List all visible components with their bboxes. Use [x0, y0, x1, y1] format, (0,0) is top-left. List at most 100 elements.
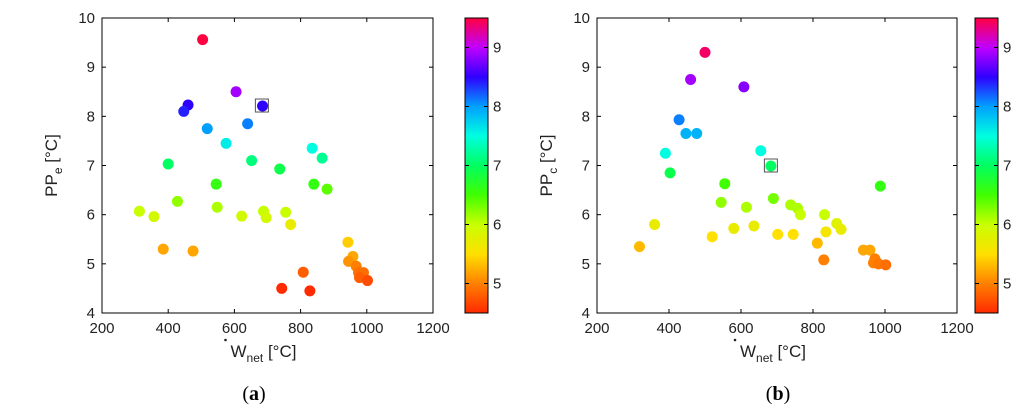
data-point	[274, 163, 286, 175]
x-tick-label: 1000	[350, 320, 383, 337]
y-tick-label: 5	[87, 256, 95, 273]
panel-caption: (b)	[766, 383, 790, 405]
y-tick-label: 8	[582, 108, 590, 125]
data-point	[880, 259, 892, 271]
x-tick-label: 1000	[868, 320, 901, 337]
data-point	[633, 241, 645, 253]
data-point	[148, 211, 160, 223]
x-axis-label: Wnet [°C]	[740, 342, 806, 365]
colorbar-tick-label: 5	[1003, 276, 1011, 293]
data-point	[133, 205, 145, 217]
data-point	[304, 285, 316, 297]
colorbar-tick-label: 7	[493, 158, 501, 175]
y-tick-label: 4	[87, 305, 95, 322]
x-tick-label: 800	[288, 320, 313, 337]
x-tick-label: 1200	[940, 320, 973, 337]
x-axis-label: Wnet [°C]	[231, 342, 297, 365]
y-tick-label: 9	[87, 59, 95, 76]
data-point	[864, 244, 876, 256]
data-point	[874, 180, 886, 192]
data-point	[699, 46, 711, 58]
data-point	[220, 137, 232, 149]
data-point	[187, 245, 199, 257]
data-point	[649, 219, 661, 230]
data-point	[197, 34, 209, 46]
data-point	[820, 226, 832, 238]
colorbar-tick-label: 8	[1003, 99, 1011, 116]
data-point	[685, 73, 697, 85]
colorbar-tick-label: 9	[493, 40, 501, 57]
data-point	[819, 209, 831, 221]
y-tick-label: 10	[78, 10, 95, 27]
scatter-panel-a: 200 400 600 800 1000 1200 4 5 6 7 8 9 10 Wnet [°C] PPe…	[42, 10, 450, 365]
y-tick-label: 6	[582, 207, 590, 224]
x-tick-label: 400	[656, 320, 681, 337]
data-point	[755, 145, 767, 157]
data-point	[361, 275, 373, 287]
data-point	[728, 222, 740, 234]
data-point	[811, 237, 823, 249]
data-point	[715, 196, 727, 208]
colorbar-tick-label: 6	[1003, 217, 1011, 234]
data-point	[297, 266, 309, 278]
x-tick-label: 1200	[416, 320, 449, 337]
colorbar-tick-label: 6	[493, 217, 501, 234]
data-point	[246, 155, 258, 167]
data-point	[276, 282, 288, 294]
data-point	[664, 167, 676, 179]
data-point	[316, 152, 328, 164]
x-tick-label: 400	[156, 320, 181, 337]
data-point	[171, 195, 183, 207]
highlight-marker	[254, 98, 269, 113]
colorbar-tick-label: 7	[1003, 158, 1011, 175]
x-tick-label: 600	[728, 320, 753, 337]
highlight-marker	[763, 158, 778, 173]
overdot	[733, 338, 737, 342]
data-point	[673, 114, 685, 126]
data-point	[772, 228, 784, 240]
x-tick-label: 800	[800, 320, 825, 337]
data-point	[719, 178, 731, 190]
overdot	[224, 338, 227, 342]
data-point	[242, 118, 254, 130]
data-point	[157, 243, 169, 255]
y-axis-label: PPc [°C]	[537, 135, 560, 197]
data-point	[280, 206, 292, 218]
panel-caption: (a)	[242, 383, 265, 405]
data-point	[818, 254, 830, 266]
colorbar-tick-label: 5	[493, 276, 501, 293]
data-point	[308, 178, 320, 190]
data-point	[748, 220, 760, 232]
y-tick-label: 8	[87, 108, 95, 125]
y-tick-label: 9	[582, 59, 590, 76]
data-point	[691, 128, 703, 140]
x-tick-label: 200	[89, 320, 114, 337]
data-point	[659, 147, 671, 159]
colorbar-tick-label: 8	[493, 99, 501, 116]
data-point	[162, 158, 174, 170]
data-point	[285, 219, 297, 230]
data-point	[740, 201, 752, 213]
x-tick-label: 200	[584, 320, 609, 337]
data-point	[321, 183, 333, 195]
colorbar: 5 6 7 8 9	[974, 17, 1011, 314]
data-point	[835, 223, 847, 235]
data-point	[230, 86, 242, 98]
data-point	[767, 192, 779, 204]
data-point	[178, 105, 190, 117]
y-axis-label: PPe [°C]	[42, 134, 65, 197]
data-point	[236, 210, 248, 222]
scatter-panel-b: 200 400 600 800 1000 1200 4 5 6 7 8 9 10 Wnet [°C] PPc…	[537, 10, 974, 365]
data-point	[306, 142, 318, 154]
y-tick-label: 5	[582, 256, 590, 273]
data-point	[260, 212, 272, 224]
colorbar: 5 6 7 8 9	[464, 17, 501, 314]
data-point	[257, 100, 269, 112]
x-tick-label: 600	[222, 320, 247, 337]
data-point	[706, 231, 718, 243]
y-tick-label: 4	[582, 305, 590, 322]
plot-area	[101, 17, 434, 314]
data-point	[787, 228, 799, 240]
y-tick-label: 6	[87, 207, 95, 224]
